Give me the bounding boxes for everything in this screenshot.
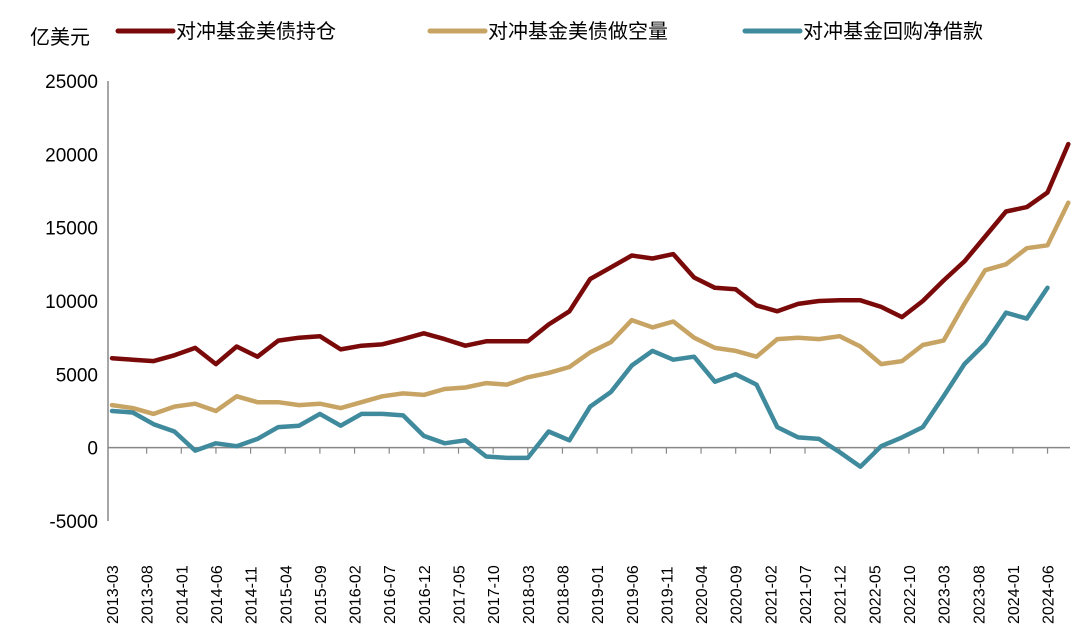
x-tick-label: 2024-01 [1006,565,1023,624]
series-line-1 [109,200,1071,417]
y-tick-label: 10000 [45,292,98,313]
x-tick-label: 2018-08 [555,565,572,624]
x-tick-label: 2023-03 [937,565,954,624]
x-tick-label: 2014-06 [209,565,226,624]
x-tick-label: 2016-02 [348,565,365,624]
legend-label: 对冲基金美债持仓 [176,19,336,43]
x-tick-label: 2023-08 [971,565,988,624]
x-tick-label: 2020-09 [729,565,746,624]
x-tick-label: 2015-04 [278,565,295,624]
x-tick-label: 2021-07 [798,565,815,624]
x-tick-label: 2024-06 [1041,565,1058,624]
x-tick-label: 2017-10 [486,565,503,624]
legend-item-2: 对冲基金回购净借款 [742,19,983,43]
series-lines [109,141,1071,469]
x-tick-label: 2014-01 [174,565,191,624]
x-tick-label: 2022-05 [867,565,884,624]
y-tick-label: 20000 [45,145,98,166]
y-tick-label: 25000 [45,72,98,93]
legend-label: 对冲基金回购净借款 [803,19,983,43]
y-tick-label: 15000 [45,219,98,240]
x-tick-label: 2017-05 [452,565,469,624]
x-tick-label: 2013-03 [105,565,122,624]
legend-label: 对冲基金美债做空量 [488,19,668,43]
legend: 对冲基金美债持仓 对冲基金美债做空量 对冲基金回购净借款 [115,19,983,43]
y-tick-label: -5000 [49,512,98,533]
x-tick-label: 2019-06 [625,565,642,624]
y-tick-label: 0 [87,439,98,460]
series-line-0 [109,141,1071,367]
y-axis-unit-label: 亿美元 [30,25,90,49]
x-tick-label: 2016-12 [417,565,434,624]
y-axis: 25000 20000 15000 10000 5000 0 -5000 [45,72,109,533]
x-tick-label: 2021-02 [763,565,780,624]
x-tick-label: 2013-08 [140,565,157,624]
x-tick-label: 2014-11 [244,566,261,624]
legend-item-1: 对冲基金美债做空量 [427,19,668,43]
x-tick-label: 2019-01 [590,565,607,624]
legend-item-0: 对冲基金美债持仓 [115,19,336,43]
x-tick-label: 2021-12 [833,565,850,624]
x-axis: 2013-03 2013-08 2014-01 2014-06 2014-11 2015-… [105,446,1070,624]
x-tick-label: 2019-11 [659,566,676,624]
x-tick-label: 2020-04 [694,565,711,624]
x-tick-label: 2022-10 [902,565,919,624]
x-tick-label: 2015-09 [313,565,330,624]
series-line-2 [109,285,1050,469]
x-tick-label: 2018-03 [521,565,538,624]
y-tick-label: 5000 [56,365,98,386]
x-tick-label: 2016-07 [382,565,399,624]
